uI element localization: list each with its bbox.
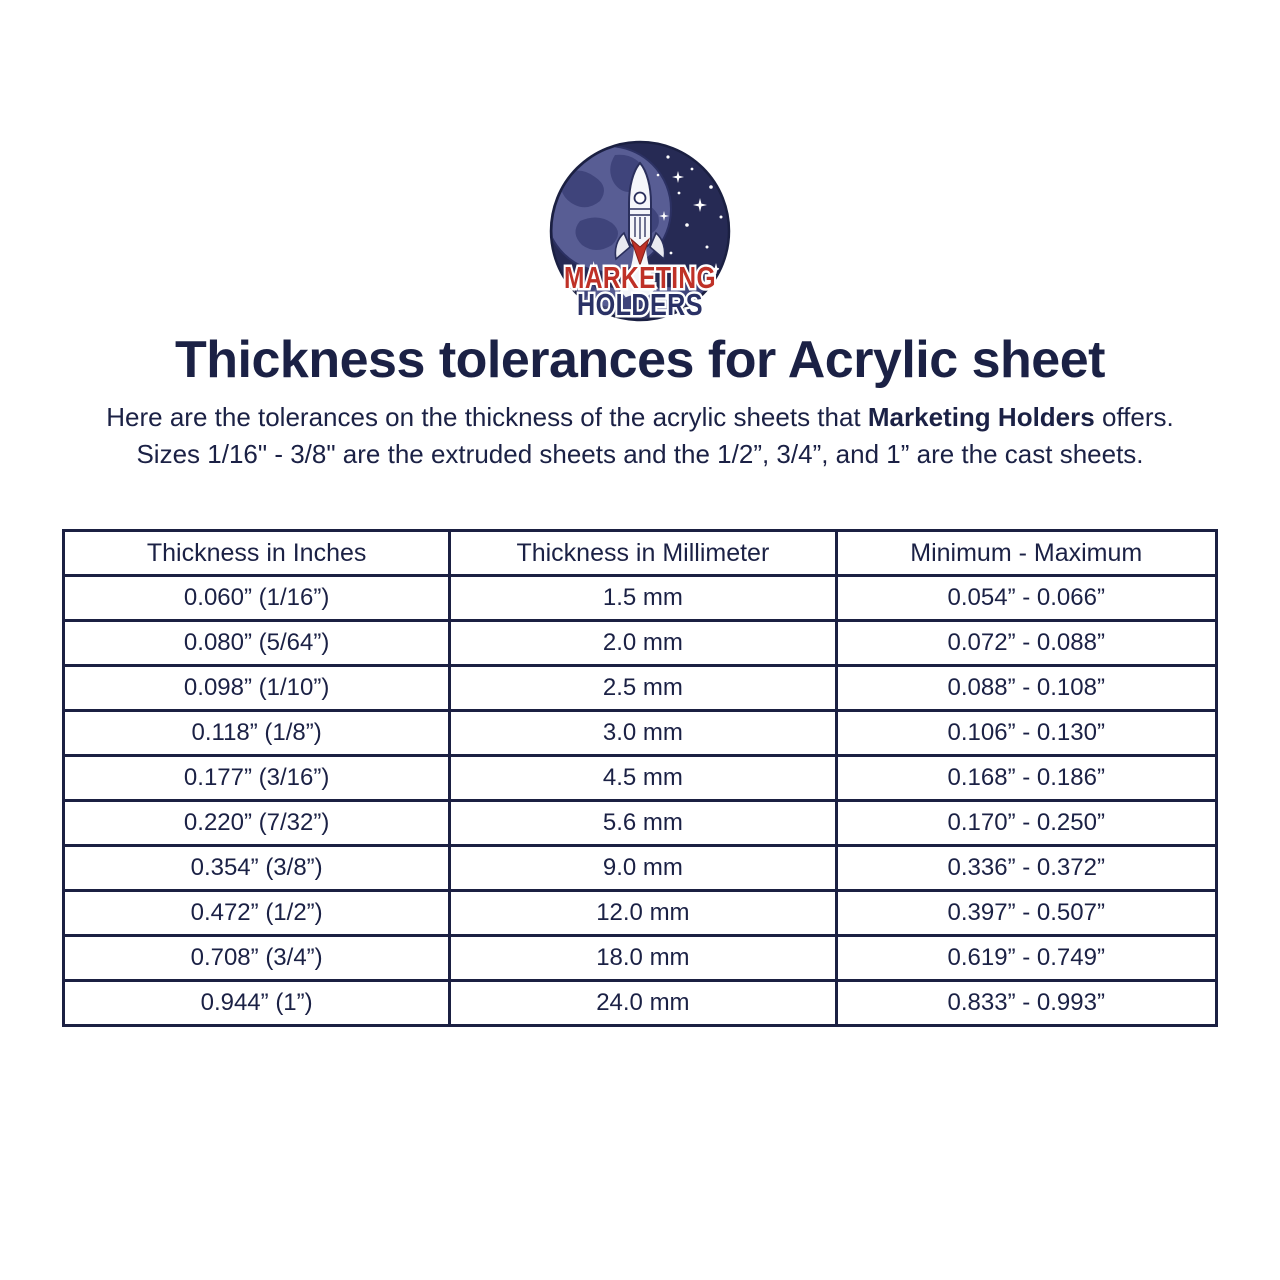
- cell-inches: 0.472” (1/2”): [61, 889, 452, 937]
- cell-range: 0.336” - 0.372”: [834, 844, 1218, 892]
- cell-inches: 0.220” (7/32”): [61, 799, 452, 847]
- cell-range: 0.833” - 0.993”: [834, 979, 1218, 1027]
- description-line1-pre: Here are the tolerances on the thickness…: [106, 402, 868, 432]
- cell-inches: 0.354” (3/8”): [61, 844, 452, 892]
- table-row: 0.472” (1/2”) 12.0 mm 0.397” - 0.507”: [61, 889, 1218, 937]
- table-header-row: Thickness in Inches Thickness in Millime…: [61, 529, 1218, 577]
- header-thickness-mm: Thickness in Millimeter: [448, 529, 838, 577]
- page-title: Thickness tolerances for Acrylic sheet: [175, 331, 1105, 389]
- description: Here are the tolerances on the thickness…: [0, 399, 1280, 473]
- table-row: 0.177” (3/16”) 4.5 mm 0.168” - 0.186”: [61, 754, 1218, 802]
- cell-inches: 0.098” (1/10”): [61, 664, 452, 712]
- table-row: 0.060” (1/16”) 1.5 mm 0.054” - 0.066”: [61, 574, 1218, 622]
- stars-icons: [656, 155, 723, 275]
- cell-mm: 4.5 mm: [448, 754, 838, 802]
- cell-range: 0.397” - 0.507”: [834, 889, 1218, 937]
- table-row: 0.354” (3/8”) 9.0 mm 0.336” - 0.372”: [61, 844, 1218, 892]
- cell-inches: 0.118” (1/8”): [61, 709, 452, 757]
- cell-mm: 18.0 mm: [448, 934, 838, 982]
- cell-range: 0.619” - 0.749”: [834, 934, 1218, 982]
- table-row: 0.118” (1/8”) 3.0 mm 0.106” - 0.130”: [61, 709, 1218, 757]
- cell-mm: 3.0 mm: [448, 709, 838, 757]
- description-line1: Here are the tolerances on the thickness…: [0, 399, 1280, 436]
- tolerances-table-wrap: Thickness in Inches Thickness in Millime…: [61, 529, 1218, 1027]
- rocket-icon: [614, 161, 666, 267]
- cell-mm: 1.5 mm: [448, 574, 838, 622]
- description-line1-post: offers.: [1094, 402, 1174, 432]
- table-row: 0.080” (5/64”) 2.0 mm 0.072” - 0.088”: [61, 619, 1218, 667]
- marketing-holders-logo: MARKETING HOLDERS: [549, 140, 731, 325]
- cell-range: 0.168” - 0.186”: [834, 754, 1218, 802]
- cell-range: 0.054” - 0.066”: [834, 574, 1218, 622]
- cell-range: 0.170” - 0.250”: [834, 799, 1218, 847]
- cell-inches: 0.060” (1/16”): [61, 574, 452, 622]
- description-line2: Sizes 1/16" - 3/8" are the extruded shee…: [136, 439, 1144, 469]
- cell-range: 0.088” - 0.108”: [834, 664, 1218, 712]
- cell-mm: 12.0 mm: [448, 889, 838, 937]
- header-min-max: Minimum - Maximum: [834, 529, 1218, 577]
- cell-mm: 9.0 mm: [448, 844, 838, 892]
- table-row: 0.708” (3/4”) 18.0 mm 0.619” - 0.749”: [61, 934, 1218, 982]
- description-brand-bold: Marketing Holders: [867, 402, 1095, 432]
- cell-inches: 0.080” (5/64”): [61, 619, 452, 667]
- logo-wordmark-holders: HOLDERS: [577, 287, 703, 322]
- cell-mm: 2.0 mm: [448, 619, 838, 667]
- tolerances-table: Thickness in Inches Thickness in Millime…: [61, 529, 1218, 1027]
- cell-inches: 0.944” (1”): [61, 979, 452, 1027]
- table-row: 0.944” (1”) 24.0 mm 0.833” - 0.993”: [61, 979, 1218, 1027]
- cell-mm: 24.0 mm: [448, 979, 838, 1027]
- cell-inches: 0.708” (3/4”): [61, 934, 452, 982]
- table-row: 0.220” (7/32”) 5.6 mm 0.170” - 0.250”: [61, 799, 1218, 847]
- cell-range: 0.072” - 0.088”: [834, 619, 1218, 667]
- cell-inches: 0.177” (3/16”): [61, 754, 452, 802]
- header-thickness-inches: Thickness in Inches: [61, 529, 452, 577]
- cell-mm: 5.6 mm: [448, 799, 838, 847]
- table-row: 0.098” (1/10”) 2.5 mm 0.088” - 0.108”: [61, 664, 1218, 712]
- logo-wordmark-marketing: MARKETING: [564, 260, 716, 295]
- cell-range: 0.106” - 0.130”: [834, 709, 1218, 757]
- cell-mm: 2.5 mm: [448, 664, 838, 712]
- planet-icon: [552, 145, 672, 273]
